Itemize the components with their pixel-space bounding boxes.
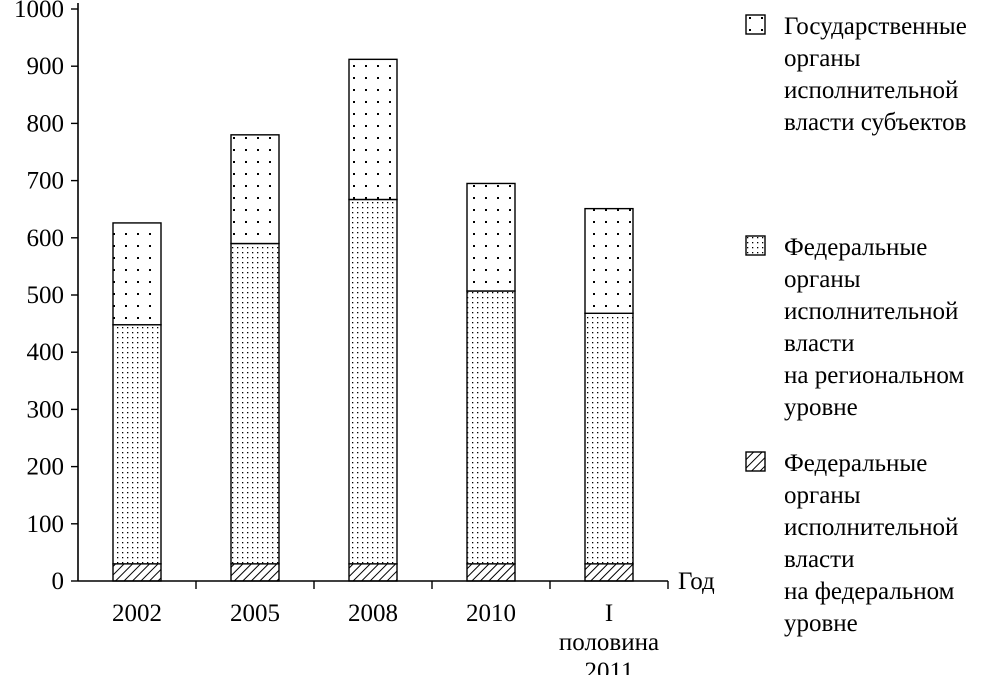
bar-segment-4-1 [466, 563, 516, 582]
y-tick-label: 600 [27, 225, 65, 252]
x-tick-label-line: I [605, 600, 613, 627]
y-tick-label: 100 [27, 511, 65, 538]
axes-layer [71, 3, 669, 589]
bar-segment-4-3 [466, 182, 516, 292]
x-tick-label: 2002 [112, 600, 162, 627]
bar-segment-1-1 [112, 563, 162, 582]
y-tick-label: 1000 [14, 0, 64, 23]
bar-segment-5-2 [584, 312, 634, 565]
legend-label-line: на региональном [784, 362, 964, 389]
bar-segment-2-3 [230, 134, 280, 245]
x-tick-label: 2010 [466, 600, 516, 627]
legend-label-line: власти [784, 330, 854, 357]
y-tick-label: 200 [27, 454, 65, 481]
legend-swatch [745, 235, 766, 256]
x-tick-label-line: 2011 [584, 658, 633, 675]
bars-layer [112, 58, 634, 582]
x-axis-label: Год [678, 568, 715, 595]
legend-label-line: исполнительной [784, 514, 958, 541]
y-tick-label: 0 [52, 568, 65, 595]
bar-segment-5-1 [584, 563, 634, 582]
legend-label-line: на федеральном [784, 578, 955, 605]
bar-segment-3-1 [348, 563, 398, 582]
legend-label: Федеральные органы исполнительной власти на … [784, 234, 964, 421]
legend-swatch [745, 451, 766, 472]
legend-label: Государственные органы исполнительной власт… [784, 13, 967, 136]
legend-label-line: Федеральные [784, 234, 927, 261]
x-tick-label-line: 2008 [348, 600, 398, 627]
y-tick-labels: 0 100 200 300 400 500 600 700 800 900 1000 Год [14, 0, 715, 595]
y-tick-label: 500 [27, 282, 65, 309]
x-tick-label: 2005 [230, 600, 280, 627]
y-tick-label: 900 [27, 53, 65, 80]
legend-label-line: исполнительной [784, 77, 958, 104]
legend-label-line: органы [784, 266, 861, 293]
legend-label-line: Федеральные [784, 450, 927, 477]
legend-label-line: органы [784, 45, 861, 72]
legend-label-line: уровне [784, 394, 858, 421]
bar-segment-2-1 [230, 563, 280, 582]
x-tick-label-line: 2002 [112, 600, 162, 627]
x-tick-label: 2008 [348, 600, 398, 627]
y-tick-label: 800 [27, 110, 65, 137]
bar-segment-3-2 [348, 198, 398, 565]
bar-segment-4-2 [466, 290, 516, 565]
legend-label: Федеральные органы исполнительной власти на … [784, 450, 958, 637]
y-tick-label: 700 [27, 168, 65, 195]
legend-label-line: исполнительной [784, 298, 958, 325]
x-tick-label-line: половина [559, 629, 659, 656]
bar-segment-3-3 [348, 58, 398, 201]
legend-label-line: власти [784, 546, 854, 573]
legend: Государственные органы исполнительной власт… [745, 13, 967, 637]
bar-segment-1-3 [112, 222, 162, 326]
legend-swatch [745, 14, 766, 35]
y-tick-label: 300 [27, 396, 65, 423]
legend-label-line: Государственные [784, 13, 967, 40]
legend-label-line: уровне [784, 610, 858, 637]
legend-label-line: органы [784, 482, 861, 509]
bar-segment-2-2 [230, 242, 280, 565]
bar-segment-5-3 [584, 207, 634, 315]
x-tick-label-line: 2005 [230, 600, 280, 627]
y-tick-label: 400 [27, 339, 65, 366]
x-tick-label-line: 2010 [466, 600, 516, 627]
bar-segment-1-2 [112, 324, 162, 565]
legend-label-line: власти субъектов [784, 109, 966, 136]
